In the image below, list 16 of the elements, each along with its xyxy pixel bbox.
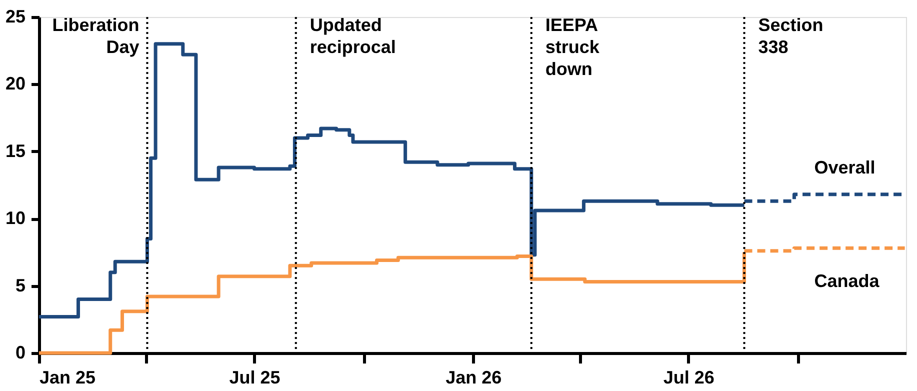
ref-line-label: Liberation Day (52, 15, 140, 57)
ref-line-label: IEEPA struck down (545, 15, 600, 79)
y-tick-label: 10 (5, 208, 26, 228)
x-tick-label: Jan 26 (446, 368, 502, 388)
series-label: Overall (814, 157, 876, 178)
y-tick-label: 20 (5, 74, 26, 94)
x-tick-label: Jul 26 (663, 368, 714, 388)
x-tick-label: Jul 25 (229, 368, 280, 388)
ref-line-label: Updated reciprocal (310, 15, 396, 57)
y-tick-label: 5 (15, 275, 26, 296)
ref-line-label: Section 338 (758, 15, 824, 57)
y-tick-label: 25 (5, 6, 26, 26)
series-label: Canada (814, 271, 880, 292)
y-tick-label: 15 (5, 140, 26, 161)
x-tick-label: Jan 25 (40, 368, 96, 388)
y-tick-label: 0 (15, 342, 26, 362)
